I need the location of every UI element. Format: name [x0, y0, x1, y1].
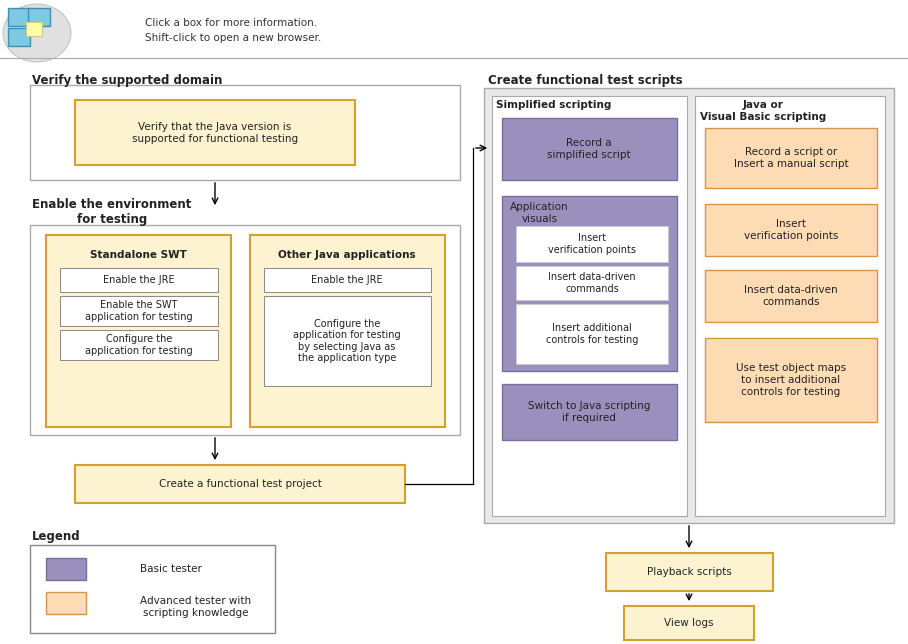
Text: Legend: Legend	[32, 530, 81, 543]
Bar	[484, 88, 894, 523]
Text: Simplified scripting: Simplified scripting	[496, 100, 611, 110]
Bar	[705, 270, 877, 322]
Text: Configure the
application for testing
by selecting Java as
the application type: Configure the application for testing by…	[293, 319, 400, 363]
Text: Insert
verification points: Insert verification points	[548, 233, 636, 255]
Bar	[75, 465, 405, 503]
Bar	[46, 558, 86, 580]
Bar	[516, 304, 668, 364]
Text: Insert
verification points: Insert verification points	[744, 219, 838, 241]
Bar	[30, 85, 460, 180]
Bar	[30, 545, 275, 633]
Bar	[46, 592, 86, 614]
Text: Insert data-driven
commands: Insert data-driven commands	[548, 272, 636, 294]
Bar	[60, 296, 218, 326]
Text: Enable the SWT
application for testing: Enable the SWT application for testing	[85, 300, 192, 322]
Text: Enable the JRE: Enable the JRE	[104, 275, 175, 285]
Text: Application
visuals: Application visuals	[510, 202, 568, 223]
Text: Enable the JRE: Enable the JRE	[311, 275, 383, 285]
Bar	[705, 204, 877, 256]
Text: Record a
simplified script: Record a simplified script	[548, 138, 631, 160]
Text: Verify the supported domain: Verify the supported domain	[32, 74, 222, 87]
Text: Shift-click to open a new browser.: Shift-click to open a new browser.	[145, 33, 321, 43]
Bar	[250, 235, 445, 427]
Text: Verify that the Java version is
supported for functional testing: Verify that the Java version is supporte…	[132, 122, 298, 144]
Bar	[502, 196, 677, 371]
Bar	[46, 235, 231, 427]
Text: Record a script or
Insert a manual script: Record a script or Insert a manual scrip…	[734, 147, 848, 169]
Text: Use test object maps
to insert additional
controls for testing: Use test object maps to insert additiona…	[736, 363, 846, 397]
Bar	[8, 8, 30, 26]
Text: Other Java applications: Other Java applications	[278, 250, 416, 260]
Bar	[60, 330, 218, 360]
Bar	[264, 268, 431, 292]
Bar	[516, 226, 668, 262]
Bar	[705, 338, 877, 422]
Text: Switch to Java scripting
if required: Switch to Java scripting if required	[528, 401, 650, 423]
Text: Insert data-driven
commands: Insert data-driven commands	[745, 285, 838, 307]
Text: Standalone SWT: Standalone SWT	[90, 250, 186, 260]
Text: Advanced tester with
scripting knowledge: Advanced tester with scripting knowledge	[140, 596, 252, 618]
Bar	[516, 266, 668, 300]
Bar	[8, 28, 30, 46]
Text: Create a functional test project: Create a functional test project	[159, 479, 321, 489]
Text: View logs: View logs	[665, 618, 714, 628]
Bar	[705, 128, 877, 188]
Text: Java or
Visual Basic scripting: Java or Visual Basic scripting	[700, 100, 826, 122]
Bar	[26, 22, 42, 36]
Ellipse shape	[3, 4, 71, 62]
Bar	[695, 96, 885, 516]
Text: Insert additional
controls for testing: Insert additional controls for testing	[546, 323, 638, 345]
Text: Configure the
application for testing: Configure the application for testing	[85, 334, 192, 355]
Bar	[492, 96, 687, 516]
Text: Create functional test scripts: Create functional test scripts	[488, 74, 683, 87]
Bar	[28, 8, 50, 26]
Text: Click a box for more information.: Click a box for more information.	[145, 18, 317, 28]
Bar	[502, 384, 677, 440]
Bar	[264, 296, 431, 386]
Text: Playback scripts: Playback scripts	[646, 567, 731, 577]
Bar	[606, 553, 773, 591]
Text: Enable the environment
for testing: Enable the environment for testing	[32, 198, 192, 226]
Bar	[75, 100, 355, 165]
Bar	[30, 225, 460, 435]
Bar	[502, 118, 677, 180]
Text: Basic tester: Basic tester	[140, 564, 202, 574]
Bar	[60, 268, 218, 292]
Bar	[624, 606, 754, 640]
